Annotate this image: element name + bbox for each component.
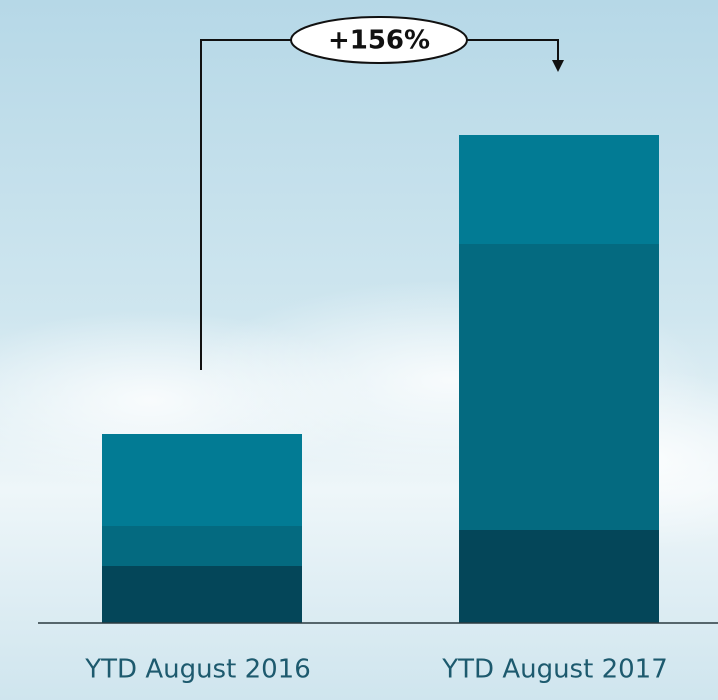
chart: +156% YTD August 2016 YTD August 2017 bbox=[0, 0, 718, 700]
annotation: +156% bbox=[328, 26, 430, 56]
bar-segment bbox=[459, 530, 659, 623]
bar-segment bbox=[102, 526, 302, 566]
x-tick-label: YTD August 2017 bbox=[441, 655, 667, 685]
bar-segment bbox=[459, 244, 659, 530]
page: {"chart_data": {"type": "stacked-bar", "… bbox=[0, 0, 718, 700]
bar-segment bbox=[459, 135, 659, 244]
bar-segment bbox=[102, 434, 302, 526]
bar-segment bbox=[102, 566, 302, 623]
x-tick-label: YTD August 2016 bbox=[84, 655, 310, 685]
